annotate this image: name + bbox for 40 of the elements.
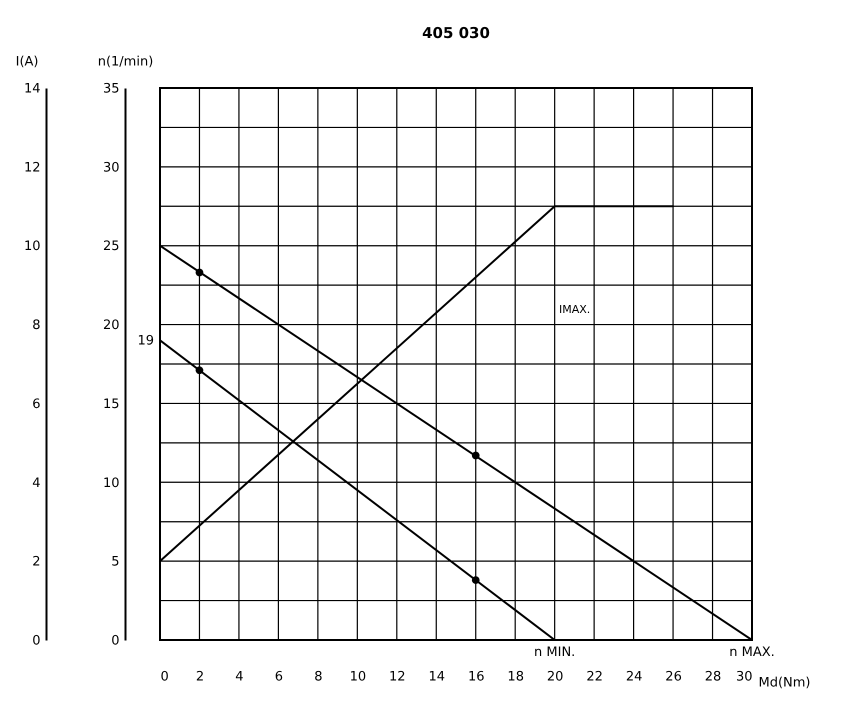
y2-axis-title: I(A) [16,54,38,70]
x-tick-label: 26 [665,670,682,684]
y-tick-label: 30 [102,160,120,176]
y-tick-label: 20 [102,318,120,334]
y2-tick-label: 8 [32,318,40,334]
x-tick-label: 16 [468,670,485,684]
x-tick-label: 10 [350,670,366,684]
x-tick-label: 24 [626,670,642,684]
x-tick-label: 14 [428,670,446,684]
x-tick-label: 18 [507,670,524,684]
x-tick-label: 28 [704,670,722,684]
annotation: 19 [137,333,154,348]
y-tick-label: 25 [102,239,120,254]
x-tick-label: 0 [160,670,169,684]
y-tick-label: 35 [102,82,120,96]
y-tick-label: 10 [102,476,120,491]
y2-tick-label: 12 [24,160,40,176]
x-tick-label: 4 [235,670,244,684]
x-axis-title: Md(Nm) [758,676,810,690]
annotation: IMAX. [559,303,590,316]
y2-tick-label: 2 [32,554,40,570]
y2-tick-label: 10 [24,239,40,254]
y2-tick-label: 6 [32,396,40,412]
annotation: n MIN. [534,645,576,660]
y-tick-label: 5 [111,554,120,570]
x-tick-label: 30 [736,670,752,684]
x-tick-label: 6 [274,670,284,684]
y2-tick-label: 14 [24,82,40,96]
x-tick-label: 8 [314,670,323,684]
x-tick-label: 20 [546,670,564,684]
x-tick-label: 22 [586,670,603,684]
x-tick-label: 2 [196,670,204,684]
y-tick-label: 0 [111,634,120,648]
y2-tick-label: 4 [32,476,40,491]
y-axis-title: n(1/min) [98,54,154,70]
x-tick-label: 12 [389,670,406,684]
chart-title: 405 030 [422,24,490,42]
y-tick-label: 15 [102,396,120,412]
annotation: n MAX. [729,645,775,660]
y2-tick-label: 0 [32,634,40,648]
